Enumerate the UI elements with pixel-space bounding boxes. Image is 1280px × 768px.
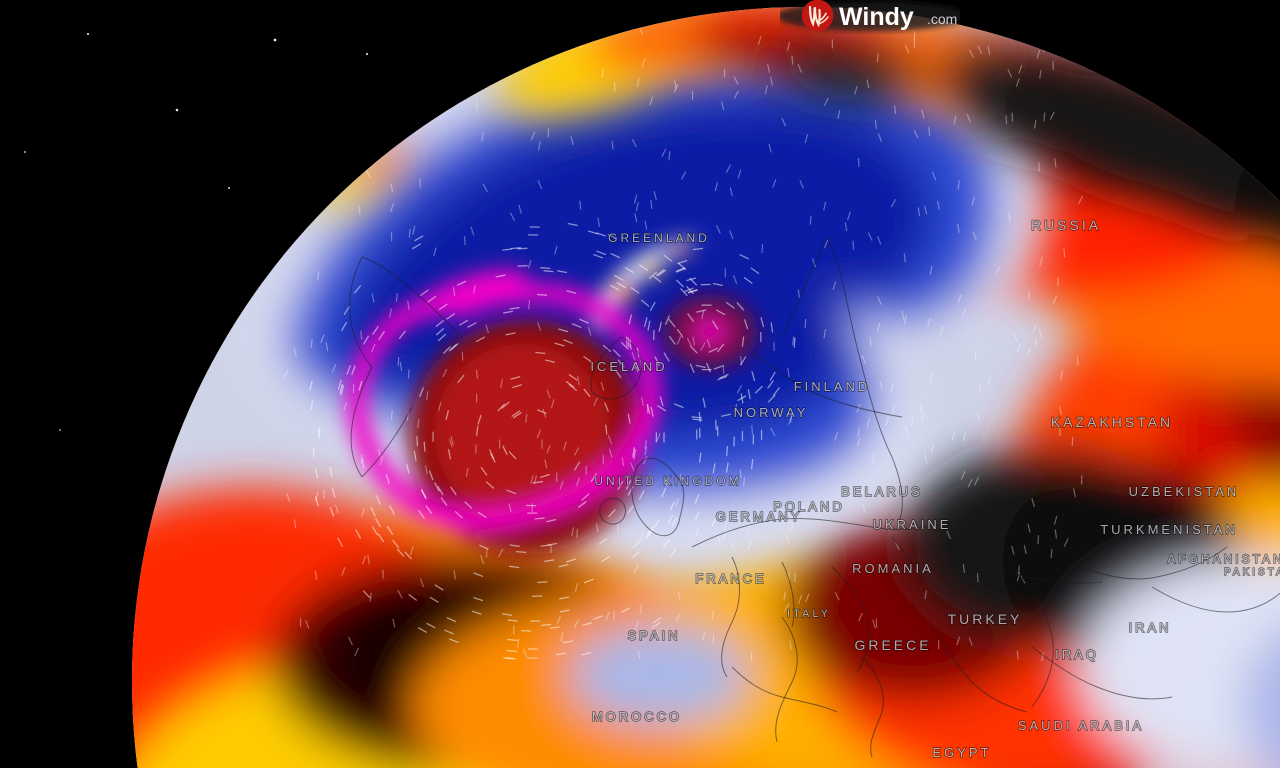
svg-text:NORWAY: NORWAY — [734, 405, 809, 420]
svg-text:ICELAND: ICELAND — [590, 359, 667, 374]
svg-text:ROMANIA: ROMANIA — [852, 561, 934, 576]
svg-text:UKRAINE: UKRAINE — [873, 517, 952, 532]
svg-text:POLAND: POLAND — [773, 499, 844, 514]
svg-text:IRAQ: IRAQ — [1055, 647, 1099, 662]
svg-text:AFGHANISTAN: AFGHANISTAN — [1167, 552, 1280, 566]
svg-text:ITALY: ITALY — [787, 608, 831, 620]
svg-text:SPAIN: SPAIN — [627, 628, 680, 643]
svg-text:PAKISTAN: PAKISTAN — [1224, 567, 1280, 578]
svg-text:UNITED KINGDOM: UNITED KINGDOM — [594, 474, 741, 488]
svg-text:TURKEY: TURKEY — [948, 611, 1023, 627]
svg-text:IRAN: IRAN — [1128, 620, 1171, 635]
svg-text:FRANCE: FRANCE — [695, 571, 766, 586]
svg-text:BELARUS: BELARUS — [841, 484, 923, 499]
svg-text:KAZAKHSTAN: KAZAKHSTAN — [1051, 414, 1173, 430]
svg-text:.com: .com — [927, 11, 957, 27]
svg-text:RUSSIA: RUSSIA — [1031, 217, 1101, 233]
svg-text:UZBEKISTAN: UZBEKISTAN — [1129, 484, 1240, 499]
svg-text:GREECE: GREECE — [854, 637, 931, 653]
svg-text:EGYPT: EGYPT — [932, 745, 991, 760]
svg-text:FINLAND: FINLAND — [794, 379, 871, 394]
svg-text:MOROCCO: MOROCCO — [592, 709, 682, 724]
svg-text:SAUDI ARABIA: SAUDI ARABIA — [1018, 718, 1144, 733]
svg-text:GREENLAND: GREENLAND — [608, 231, 710, 245]
svg-text:TURKMENISTAN: TURKMENISTAN — [1100, 522, 1238, 537]
svg-text:Windy: Windy — [839, 3, 914, 31]
